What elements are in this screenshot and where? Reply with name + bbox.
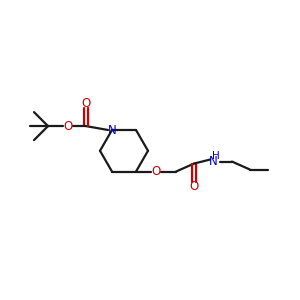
Text: N: N (108, 124, 116, 136)
Text: O: O (81, 97, 91, 110)
Text: O: O (189, 180, 199, 193)
Text: O: O (152, 165, 160, 178)
Text: O: O (63, 120, 73, 133)
Text: N: N (208, 155, 217, 168)
Text: H: H (212, 151, 220, 160)
